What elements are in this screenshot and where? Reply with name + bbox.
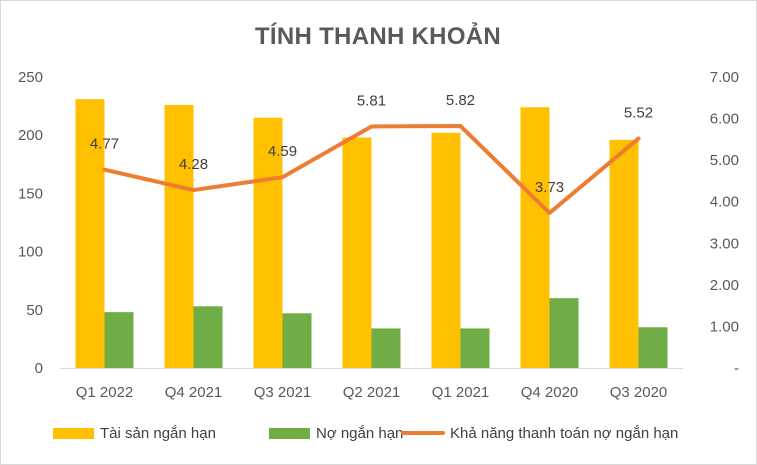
y-left-tick-label: 100 [18,244,43,261]
y-left-tick-label: 0 [35,360,43,377]
x-tick-label: Q1 2022 [76,384,134,401]
line-data-label-4: 5.82 [446,92,475,109]
x-tick-label: Q2 2021 [343,384,401,401]
bar-no-ngan-han-2 [282,313,312,368]
line-data-label-6: 5.52 [624,105,653,122]
bar-tai-san-ngan-han-0 [75,99,105,368]
bar-tai-san-ngan-han-1 [164,104,194,368]
line-data-label-1: 4.28 [179,156,208,173]
y-left-tick-label: 150 [18,185,43,202]
legend-swatch-bar [269,428,310,439]
x-tick-label: Q1 2021 [432,384,490,401]
legend-swatch-bar [53,428,94,439]
legend-label: Tài sản ngắn hạn [100,425,216,442]
line-data-label-3: 5.81 [357,92,386,109]
data-labels: 4.77 4.28 4.59 5.81 5.82 3.73 5.52 [90,92,653,196]
x-tick-label: Q4 2021 [165,384,223,401]
bar-tai-san-ngan-han-4 [431,132,461,368]
axes: Q1 2022 Q4 2021 Q3 2021 Q2 2021 Q1 2021 Q4 20… [18,69,739,401]
bar-no-ngan-han-5 [549,298,579,368]
bar-no-ngan-han-1 [193,306,223,368]
y-right-tick-label: 5.00 [710,152,739,169]
bar-no-ngan-han-4 [460,328,490,368]
bar-tai-san-ngan-han-2 [253,117,283,369]
y-right-tick-label: 1.00 [710,318,739,335]
line-kha-nang-thanh-toan [102,124,641,215]
line-series-group [102,124,641,215]
line-data-label-0: 4.77 [90,136,119,153]
y-right-tick-label: 7.00 [710,69,739,86]
legend: Tài sản ngắn hạn Nợ ngắn hạn Khả năng than… [53,425,678,442]
bar-tai-san-ngan-han-6 [609,139,639,368]
x-tick-label: Q4 2020 [521,384,579,401]
line-data-label-5: 3.73 [535,179,564,196]
bar-no-ngan-han-0 [104,312,134,368]
y-left-tick-label: 50 [26,302,43,319]
y-right-tick-label: 6.00 [710,111,739,128]
bar-tai-san-ngan-han-3 [342,137,372,368]
x-tick-label: Q3 2020 [610,384,668,401]
bar-no-ngan-han-3 [371,328,401,368]
bar-no-ngan-han-6 [638,327,668,368]
y-right-tick-label: 4.00 [710,194,739,211]
x-tick-label: Q3 2021 [254,384,312,401]
bar-series-group [75,99,668,369]
bar-tai-san-ngan-han-5 [520,107,550,368]
line-data-label-2: 4.59 [268,143,297,160]
y-left-tick-label: 200 [18,127,43,144]
legend-label: Khả năng thanh toán nợ ngắn hạn [450,425,678,442]
y-right-tick-label: 2.00 [710,277,739,294]
y-left-tick-label: 250 [18,69,43,86]
legend-label: Nợ ngắn hạn [316,425,403,442]
y-right-tick-label: - [734,360,739,377]
y-right-tick-label: 3.00 [710,235,739,252]
chart-title: TÍNH THANH KHOẢN [255,21,501,50]
